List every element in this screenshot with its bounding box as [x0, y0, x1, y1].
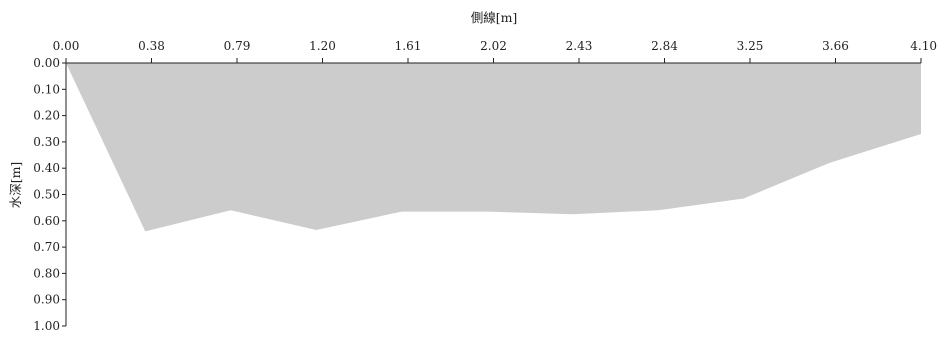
y-tick-label: 1.00	[33, 319, 60, 333]
depth-area-0	[66, 63, 921, 231]
x-tick-label: 0.79	[224, 39, 251, 53]
y-tick-label: 0.80	[33, 266, 60, 280]
y-tick-label: 0.50	[33, 188, 60, 202]
y-tick-label: 0.00	[33, 56, 60, 70]
y-tick-label: 0.40	[33, 161, 60, 175]
y-tick-label: 0.30	[33, 135, 60, 149]
y-tick-layer: 0.00 0.10 0.20 0.30 0.40 0.50 0.60 0.70 0.80 0.90…	[33, 56, 66, 333]
x-tick-label: 1.20	[309, 39, 336, 53]
x-tick-layer: 0.00 0.38 0.79 1.20 1.61 2.02 2.43 2.84 3.25 3.66…	[53, 39, 937, 63]
y-tick-label: 0.70	[33, 240, 60, 254]
x-tick-label: 1.61	[395, 39, 422, 53]
x-tick-label: 0.00	[53, 39, 80, 53]
x-tick-label: 3.66	[822, 39, 849, 53]
x-tick-label: 2.02	[480, 39, 507, 53]
x-axis-title: 側線[m]	[471, 10, 518, 25]
y-tick-label: 0.90	[33, 293, 60, 307]
y-tick-label: 0.20	[33, 109, 60, 123]
y-axis-title: 水深[m]	[8, 162, 23, 209]
y-tick-label: 0.60	[33, 214, 60, 228]
x-tick-label: 2.84	[651, 39, 678, 53]
x-tick-label: 3.25	[737, 39, 764, 53]
area-layer	[66, 63, 921, 231]
x-tick-label: 0.38	[138, 39, 165, 53]
x-tick-label: 2.43	[566, 39, 593, 53]
y-tick-label: 0.10	[33, 82, 60, 96]
x-tick-label: 4.10	[910, 39, 937, 53]
